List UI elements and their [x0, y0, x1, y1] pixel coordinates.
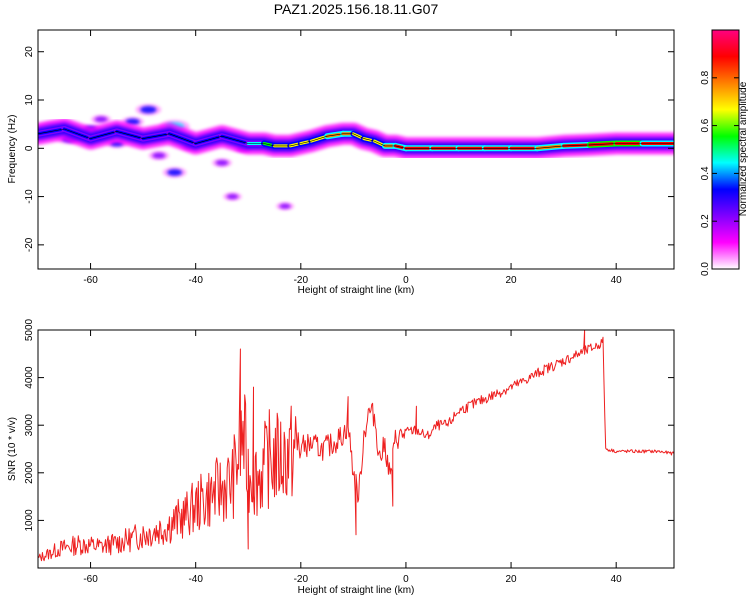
colorbar-tick-label: 0.8 — [700, 70, 711, 84]
x-tick-label: -40 — [188, 574, 203, 585]
colorbar-gradient — [711, 29, 740, 270]
snr-panel: -60 -40 -20 0 20 40 1000 2000 3000 4000 5000 Heig… — [7, 318, 675, 596]
y-tick-label: -20 — [24, 237, 35, 252]
snr-y-axis: 1000 2000 3000 4000 5000 — [24, 318, 674, 532]
heatmap-blob-core — [215, 159, 229, 166]
spectrogram-y-axis: -20 -10 0 10 20 — [24, 46, 674, 252]
x-tick-label: -40 — [188, 275, 203, 286]
y-tick-label: -10 — [24, 189, 35, 204]
spectrogram-marks — [38, 104, 674, 211]
heatmap-blob-core — [125, 118, 140, 125]
x-tick-label: 0 — [403, 275, 409, 286]
heatmap-blob-core — [226, 193, 239, 200]
spectrogram-x-axis: -60 -40 -20 0 20 40 — [83, 30, 622, 286]
snr-frame — [37, 329, 675, 569]
colorbar-ticks: 0.0 0.2 0.4 0.6 0.8 — [700, 70, 739, 276]
y-tick-label: 3000 — [24, 414, 35, 437]
y-tick-label: 0 — [24, 145, 35, 151]
heatmap-blob-core — [279, 203, 291, 209]
figure-title: PAZ1.2025.156.18.11.G07 — [274, 1, 439, 17]
heatmap-blob-core — [152, 152, 166, 159]
heatmap-blob-core — [140, 106, 157, 114]
snr-xlabel: Height of straight line (km) — [298, 585, 415, 596]
heatmap-ridge-trace — [38, 128, 674, 149]
y-tick-label: 10 — [24, 94, 35, 106]
colorbar-label: Normalized spectral amplitude — [738, 81, 749, 216]
x-tick-label: -20 — [294, 574, 309, 585]
x-tick-label: -60 — [83, 275, 98, 286]
x-tick-label: 20 — [505, 574, 517, 585]
colorbar-tick-label: 0.6 — [700, 118, 711, 132]
colorbar-tick-label: 0.0 — [700, 262, 711, 276]
heatmap-blob-core — [94, 116, 108, 123]
y-tick-label: 1000 — [24, 509, 35, 532]
spectrogram-ylabel: Frequency (Hz) — [7, 115, 18, 184]
x-tick-label: 40 — [611, 574, 623, 585]
snr-ylabel: SNR (10 * v/v) — [7, 417, 18, 481]
snr-x-axis: -60 -40 -20 0 20 40 — [83, 330, 622, 585]
colorbar-tick-label: 0.4 — [700, 166, 711, 180]
x-tick-label: 40 — [611, 275, 623, 286]
y-tick-label: 2000 — [24, 461, 35, 484]
spectrogram-panel: -60 -40 -20 0 20 40 -20 -10 0 10 20 Height of str… — [7, 29, 675, 296]
x-tick-label: 20 — [505, 275, 517, 286]
heatmap-blob-core — [167, 169, 183, 176]
y-tick-label: 5000 — [24, 318, 35, 341]
spectrogram-xlabel: Height of straight line (km) — [298, 285, 415, 296]
x-tick-label: 0 — [403, 574, 409, 585]
x-tick-label: -60 — [83, 574, 98, 585]
colorbar-tick-label: 0.2 — [700, 214, 711, 228]
spectrogram-frame — [37, 29, 675, 270]
y-tick-label: 4000 — [24, 366, 35, 389]
y-tick-label: 20 — [24, 46, 35, 58]
snr-marks — [38, 330, 674, 562]
snr-series-line — [38, 330, 674, 562]
x-tick-label: -20 — [294, 275, 309, 286]
colorbar: 0.0 0.2 0.4 0.6 0.8 Normalized spectral ampl… — [700, 29, 749, 276]
